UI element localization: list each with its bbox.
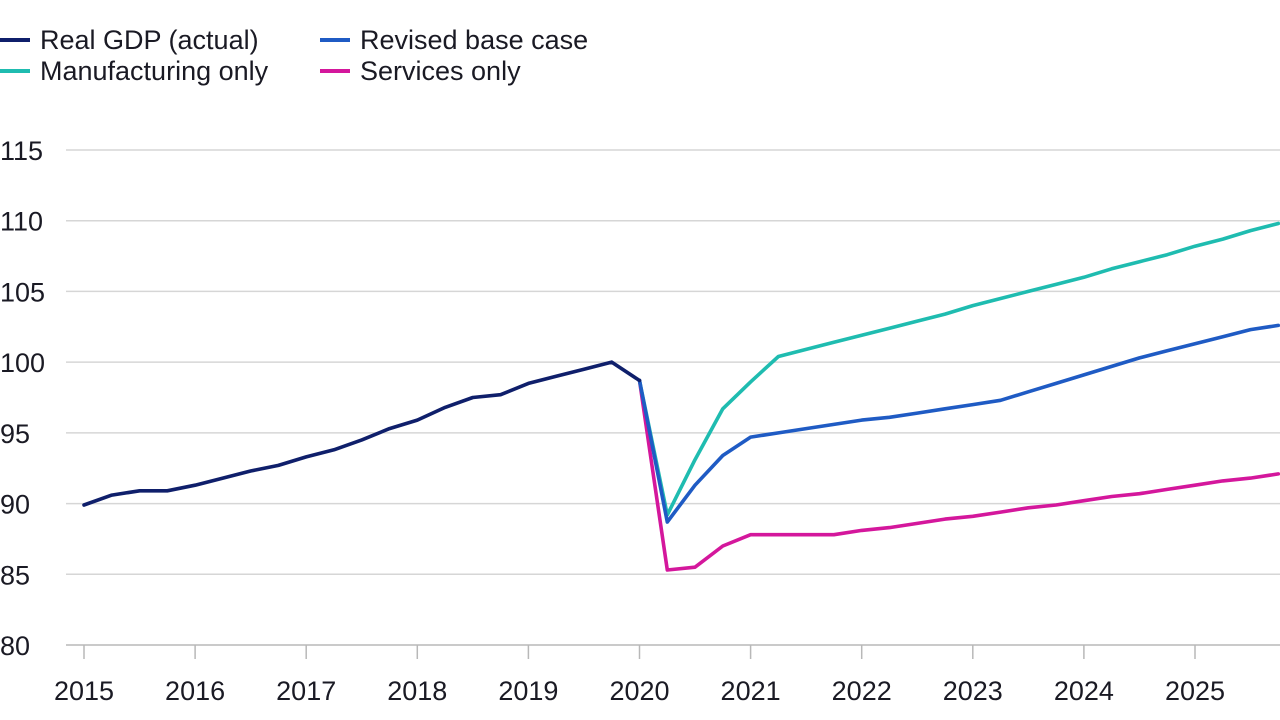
y-tick-label: 110 [0, 207, 43, 237]
x-tick-label: 2022 [832, 676, 892, 706]
x-tick-label: 2023 [943, 676, 1003, 706]
x-tick-label: 2025 [1165, 676, 1225, 706]
legend-label-real-gdp: Real GDP (actual) [40, 24, 259, 55]
legend-swatch-services [320, 69, 350, 73]
y-tick-label: 80 [0, 631, 30, 661]
y-tick-label: 95 [0, 419, 30, 449]
x-tick-label: 2019 [498, 676, 558, 706]
series-line-real-gdp-actual [82, 360, 642, 507]
x-tick-label: 2017 [276, 676, 336, 706]
x-tick-label: 2015 [54, 676, 114, 706]
legend-swatch-revised-base [320, 38, 350, 42]
x-tick-label: 2021 [721, 676, 781, 706]
x-tick-label: 2018 [387, 676, 447, 706]
legend-item-revised-base: Revised base case [320, 22, 588, 58]
series-line-revised-base-case [637, 323, 1280, 524]
legend-item-real-gdp: Real GDP (actual) [0, 22, 259, 58]
x-tick-label: 2020 [609, 676, 669, 706]
x-tick-label: 2016 [165, 676, 225, 706]
legend-label-revised-base: Revised base case [360, 24, 589, 55]
y-tick-label: 100 [0, 348, 45, 378]
y-tick-label: 115 [0, 136, 43, 166]
series-line-manufacturing-only [637, 221, 1280, 517]
legend-swatch-real-gdp [0, 38, 30, 42]
legend-item-services: Services only [320, 53, 521, 89]
x-tick-label: 2024 [1054, 676, 1114, 706]
legend-label-services: Services only [360, 55, 521, 86]
y-tick-label: 85 [0, 560, 30, 590]
y-tick-label: 90 [0, 490, 30, 520]
series-line-services-only [637, 378, 1280, 572]
legend-label-manufacturing: Manufacturing only [40, 55, 269, 86]
legend-swatch-manufacturing [0, 69, 30, 73]
legend-item-manufacturing: Manufacturing only [0, 53, 268, 89]
y-tick-label: 105 [0, 277, 45, 307]
